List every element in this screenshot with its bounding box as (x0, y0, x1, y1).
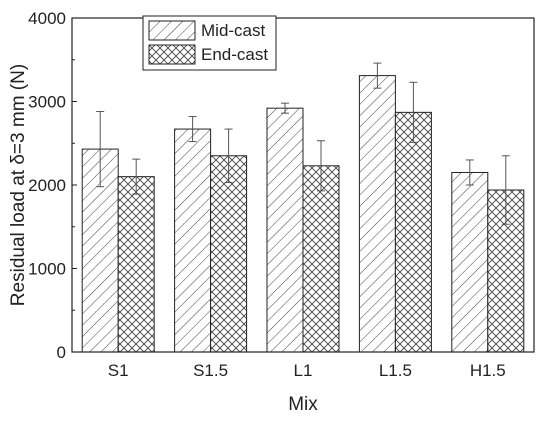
bar-mid-cast-l1-5 (358, 75, 396, 353)
error-bar-mid-cast-h1-5 (465, 159, 474, 186)
x-axis: S1 S1.5 L1 L1.5 H1.5 (108, 347, 506, 380)
error-bar-end-cast-l1-5 (409, 81, 418, 143)
bar-end-cast-s1-5 (210, 155, 248, 353)
error-bar-mid-cast-l1 (281, 102, 289, 114)
legend-swatch-mid-cast (148, 20, 196, 41)
legend-label-mid-cast: Mid-cast (201, 21, 266, 40)
error-bar-end-cast-h1-5 (501, 155, 510, 225)
x-tick-label: L1 (294, 361, 313, 380)
error-bar-end-cast-s1 (132, 158, 141, 195)
bar-end-cast-s1 (117, 176, 155, 353)
x-tick-label: L1.5 (379, 361, 412, 380)
error-bar-mid-cast-s1 (96, 111, 105, 188)
legend: Mid-cast End-cast (142, 15, 277, 71)
error-bar-mid-cast-l1-5 (373, 62, 382, 89)
error-bar-mid-cast-s1-5 (188, 116, 197, 143)
bar-mid-cast-l1 (266, 107, 304, 353)
bar-mid-cast-h1-5 (451, 171, 489, 353)
y-tick-label: 1000 (28, 260, 66, 279)
y-axis: 0 1000 2000 3000 4000 (28, 9, 77, 362)
legend-label-end-cast: End-cast (201, 45, 268, 64)
error-bar-end-cast-l1 (317, 140, 325, 192)
y-tick-label: 3000 (28, 93, 66, 112)
x-tick-label: S1.5 (193, 361, 228, 380)
x-axis-title: Mix (288, 394, 318, 415)
error-bars-layer (96, 62, 510, 225)
y-tick-label: 4000 (28, 9, 66, 28)
error-bar-end-cast-s1-5 (224, 128, 233, 183)
y-tick-label: 2000 (28, 176, 66, 195)
x-tick-label: S1 (108, 361, 129, 380)
y-axis-title: Residual load at δ=3 mm (N) (8, 64, 29, 306)
x-tick-label: H1.5 (470, 361, 506, 380)
y-tick-label: 0 (57, 343, 66, 362)
bar-end-cast-l1-5 (394, 111, 432, 353)
bar-mid-cast-s1-5 (174, 128, 212, 353)
bar-end-cast-l1 (302, 165, 340, 353)
bars-layer (81, 75, 525, 353)
legend-swatch-end-cast (148, 44, 196, 65)
